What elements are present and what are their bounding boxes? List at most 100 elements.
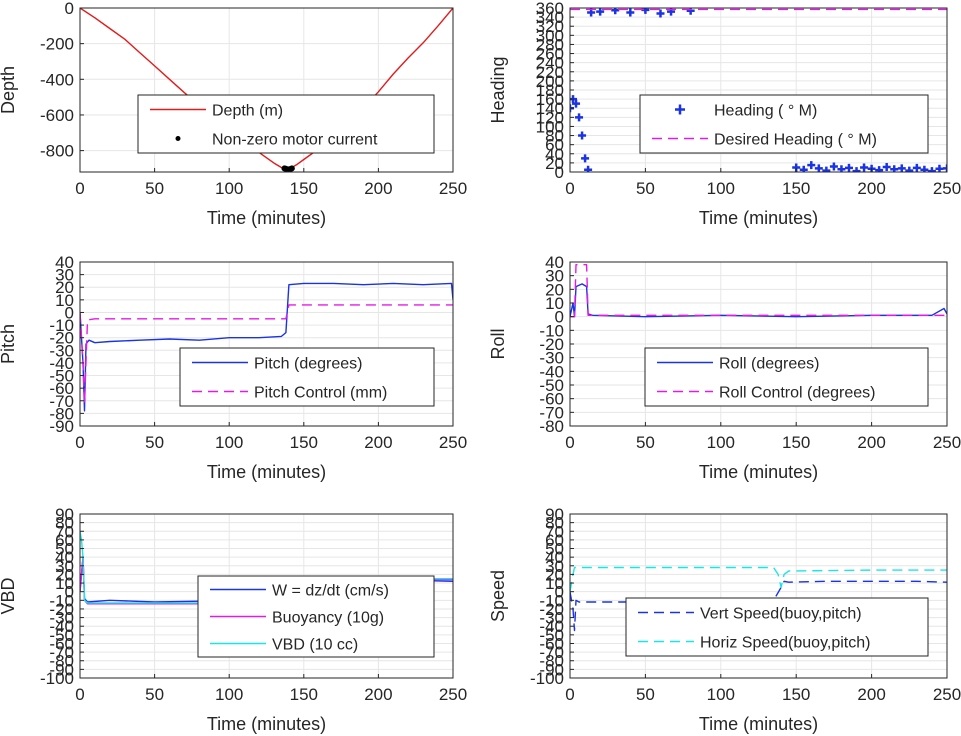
y-tick-label: 0 — [555, 163, 564, 182]
y-tick-label: -50 — [539, 376, 564, 395]
series-1-marker — [935, 164, 944, 172]
y-tick-label: -10 — [49, 591, 74, 610]
legend: Depth (m) Non-zero motor current — [137, 94, 435, 154]
y-tick-label: -80 — [539, 652, 564, 671]
y-tick-label: 90 — [55, 505, 74, 524]
y-tick-label: -50 — [539, 626, 564, 645]
y-tick-label: 60 — [55, 531, 74, 550]
series-group — [570, 8, 947, 172]
legend: Roll (degrees) Roll Control (degrees) — [644, 347, 929, 407]
y-tick-label: -70 — [49, 643, 74, 662]
legend: Pitch (degrees) Pitch Control (mm) — [179, 347, 435, 407]
y-tick-label: 300 — [536, 26, 564, 45]
y-tick-label: -20 — [49, 329, 74, 348]
series-2-marker — [288, 165, 295, 172]
legend-label: Heading ( ° M) — [714, 103, 817, 120]
y-axis-label: Roll — [488, 328, 508, 359]
x-axis-label: Time (minutes) — [207, 714, 326, 734]
x-tick-label: 0 — [565, 179, 574, 198]
y-tick-label: -90 — [49, 660, 74, 679]
series-1-marker — [829, 162, 838, 171]
legend-box — [644, 347, 929, 407]
series-1-marker — [927, 167, 936, 172]
x-tick-label: 150 — [290, 179, 318, 198]
y-tick-label: 60 — [545, 136, 564, 155]
x-tick-label: 150 — [290, 433, 318, 452]
series-1-line — [570, 580, 947, 632]
series-1-marker — [860, 163, 869, 172]
series-1-marker — [575, 113, 584, 122]
x-tick-label: 50 — [636, 179, 655, 198]
y-tick-label: 20 — [545, 154, 564, 173]
y-tick-label: -30 — [49, 341, 74, 360]
series-1-marker — [897, 164, 906, 172]
y-tick-label: 20 — [55, 278, 74, 297]
legend-box — [179, 347, 435, 407]
y-tick-label: -70 — [49, 392, 74, 411]
legend-label: Buoyancy (10g) — [272, 610, 384, 627]
legend-label: Horiz Speed(buoy,pitch) — [700, 635, 870, 652]
x-tick-label: 200 — [364, 685, 392, 704]
series-1-marker — [611, 8, 620, 15]
y-tick-label: 240 — [536, 54, 564, 73]
y-tick-label: -30 — [539, 609, 564, 628]
series-1-marker — [572, 99, 581, 108]
y-tick-label: -10 — [49, 316, 74, 335]
y-tick-label: 30 — [545, 557, 564, 576]
x-tick-label: 50 — [636, 685, 655, 704]
series-1-marker — [912, 163, 921, 172]
y-tick-label: 20 — [545, 280, 564, 299]
x-tick-label: 200 — [364, 433, 392, 452]
series-2-line — [80, 304, 453, 404]
y-tick-label: -50 — [49, 367, 74, 386]
x-tick-label: 200 — [364, 179, 392, 198]
y-tick-label: 140 — [536, 99, 564, 118]
series-2-line — [570, 566, 947, 592]
y-tick-label: 10 — [545, 294, 564, 313]
x-tick-label: 200 — [857, 179, 885, 198]
y-tick-label: 160 — [536, 90, 564, 109]
y-tick-label: -40 — [49, 354, 74, 373]
series-1-marker — [875, 166, 884, 172]
x-axis-label: Time (minutes) — [699, 462, 818, 482]
y-tick-label: 340 — [536, 8, 564, 27]
x-tick-label: 0 — [75, 179, 84, 198]
legend-label: Desired Heading ( ° M) — [714, 132, 877, 149]
y-tick-label: -600 — [40, 106, 74, 125]
y-tick-label: 20 — [545, 565, 564, 584]
y-tick-label: 70 — [55, 522, 74, 541]
y-tick-label: 80 — [55, 514, 74, 533]
y-tick-label: 0 — [555, 308, 564, 327]
x-tick-label: 250 — [439, 685, 467, 704]
axes-box — [79, 513, 454, 679]
x-tick-label: 250 — [933, 685, 961, 704]
x-axis-label: Time (minutes) — [207, 462, 326, 482]
x-tick-label: 50 — [636, 433, 655, 452]
series-1-marker — [799, 165, 808, 172]
x-tick-label: 50 — [145, 179, 164, 198]
x-tick-label: 250 — [933, 433, 961, 452]
series-1-marker — [584, 165, 593, 172]
x-tick-label: 0 — [565, 685, 574, 704]
series-group — [80, 8, 453, 172]
y-tick-label: 0 — [555, 583, 564, 602]
series-group — [570, 566, 947, 632]
chart-4: 0 50 100 150 200 250403020100-10-20-30-40-50-… — [488, 253, 961, 482]
series-1-marker — [905, 166, 914, 172]
y-tick-label: -90 — [539, 660, 564, 679]
legend-label: Vert Speed(buoy,pitch) — [700, 606, 862, 623]
series-1-marker — [852, 167, 861, 172]
x-tick-label: 100 — [707, 685, 735, 704]
y-tick-label: 10 — [545, 574, 564, 593]
legend-label: VBD (10 cc) — [272, 637, 358, 654]
y-tick-label: 40 — [55, 253, 74, 272]
y-tick-label: -40 — [49, 617, 74, 636]
legend: Heading ( ° M) Desired Heading ( ° M) — [639, 94, 929, 154]
x-tick-label: 250 — [933, 179, 961, 198]
x-tick-label: 100 — [215, 685, 243, 704]
series-1-marker — [882, 162, 891, 171]
legend-label: Pitch Control (mm) — [254, 385, 387, 402]
y-tick-label: 320 — [536, 17, 564, 36]
y-tick-label: -100 — [530, 669, 564, 688]
